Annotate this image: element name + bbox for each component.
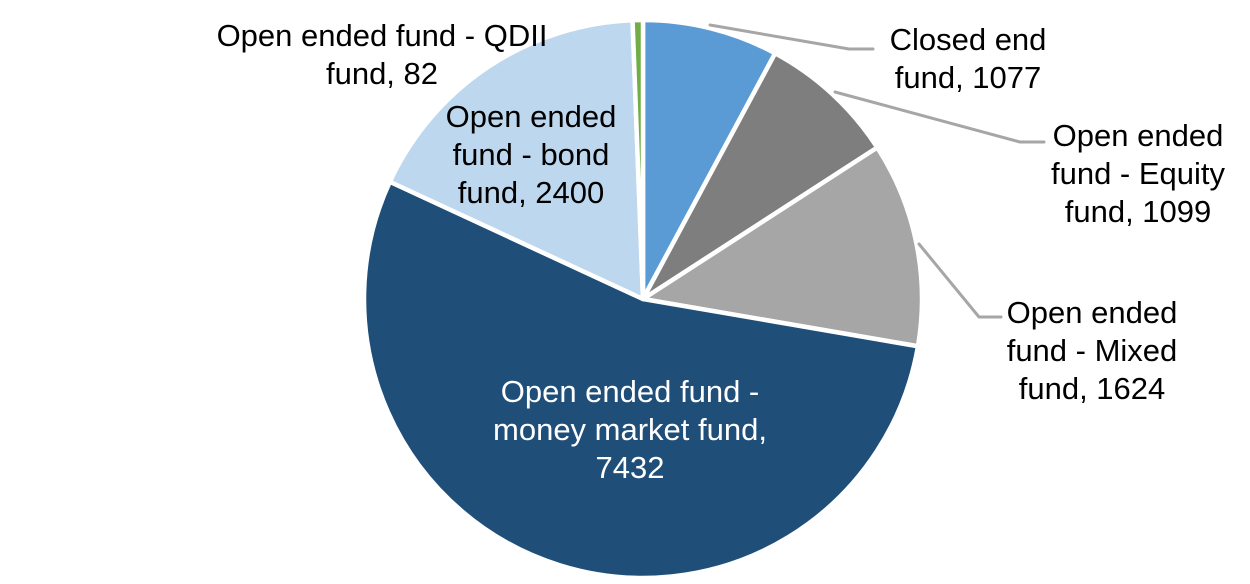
data-label-line: fund - Mixed (1006, 333, 1178, 368)
pie-slice-5 (630, 17, 646, 302)
leader-line-1 (833, 90, 1046, 144)
data-label-line: fund, 1099 (1064, 194, 1212, 229)
data-label-line: Open ended (445, 99, 617, 134)
data-label-line: fund, 1624 (1018, 371, 1166, 406)
data-label-line: Open ended fund - (500, 374, 760, 409)
data-label-line: fund - Equity (1050, 156, 1226, 191)
data-label-0: Closed end fund, 1077 (868, 21, 1068, 97)
data-label-line: fund, 82 (325, 56, 439, 91)
data-label-line: fund, 1077 (894, 60, 1042, 95)
data-label-line: fund - bond (452, 137, 610, 172)
data-label-line: Open ended fund - QDII (216, 18, 548, 53)
data-label-line: 7432 (595, 450, 665, 485)
leader-line-0 (708, 23, 875, 51)
data-label-5: Open ended fund - QDII fund, 82 (202, 17, 562, 93)
data-label-3: Open ended fund - money market fund, 7432 (480, 373, 780, 487)
pie-slice-2 (640, 145, 925, 349)
pie-slice-4 (387, 17, 646, 302)
pie-slice-3 (361, 179, 921, 581)
data-label-4: Open ended fund - bond fund, 2400 (431, 98, 631, 212)
data-label-line: Closed end (889, 22, 1047, 57)
data-label-line: Open ended (1006, 295, 1178, 330)
data-label-line: Open ended (1052, 118, 1224, 153)
data-label-line: money market fund, (493, 412, 767, 447)
pie-slice-0 (640, 17, 778, 302)
data-label-line: fund, 2400 (457, 175, 605, 210)
pie-slice-1 (640, 51, 880, 302)
leader-line-2 (917, 242, 1003, 319)
data-label-2: Open ended fund - Mixed fund, 1624 (992, 294, 1192, 408)
data-label-1: Open ended fund - Equity fund, 1099 (1038, 117, 1238, 231)
